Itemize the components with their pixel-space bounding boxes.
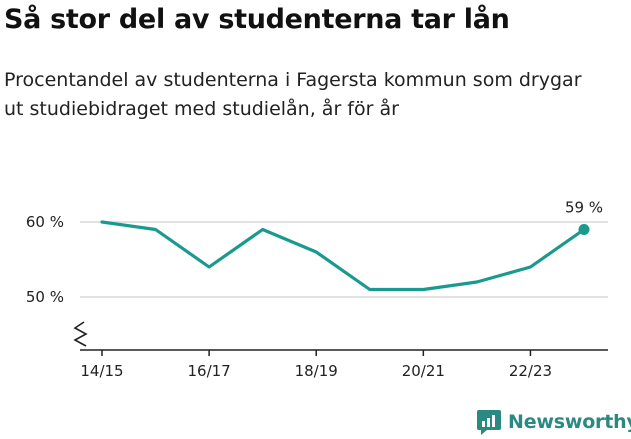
x-tick-label: 22/23 xyxy=(509,362,552,380)
end-value-label: 59 % xyxy=(565,199,603,217)
brand-name: Newsworthy xyxy=(508,411,631,433)
x-axis: 14/15 16/17 18/19 20/21 22/23 xyxy=(80,349,608,380)
gridlines: 50 % 60 % xyxy=(26,213,608,306)
newsworthy-logo: Newsworthy xyxy=(476,407,631,437)
x-tick-label: 18/19 xyxy=(295,362,338,380)
chart-title: Så stor del av studenterna tar lån xyxy=(4,4,510,35)
end-point-marker xyxy=(578,224,590,235)
x-tick-label: 20/21 xyxy=(402,362,445,380)
x-tick-label: 16/17 xyxy=(187,362,230,380)
y-axis-break-icon xyxy=(73,321,88,347)
y-tick-label: 60 % xyxy=(26,213,64,231)
newsworthy-logo-icon xyxy=(477,410,501,435)
y-tick-label: 50 % xyxy=(26,288,64,306)
x-tick-label: 14/15 xyxy=(80,362,123,380)
axis-break-zigzag xyxy=(73,321,88,347)
series-line xyxy=(100,220,586,292)
series xyxy=(100,220,590,292)
labels: 59 % xyxy=(565,199,603,217)
chart-subtitle: Procentandel av studenterna i Fagersta k… xyxy=(4,69,582,120)
line-chart: 50 % 60 % 14/15 16/17 18/19 20/21 22/23 59 % xyxy=(26,199,608,380)
